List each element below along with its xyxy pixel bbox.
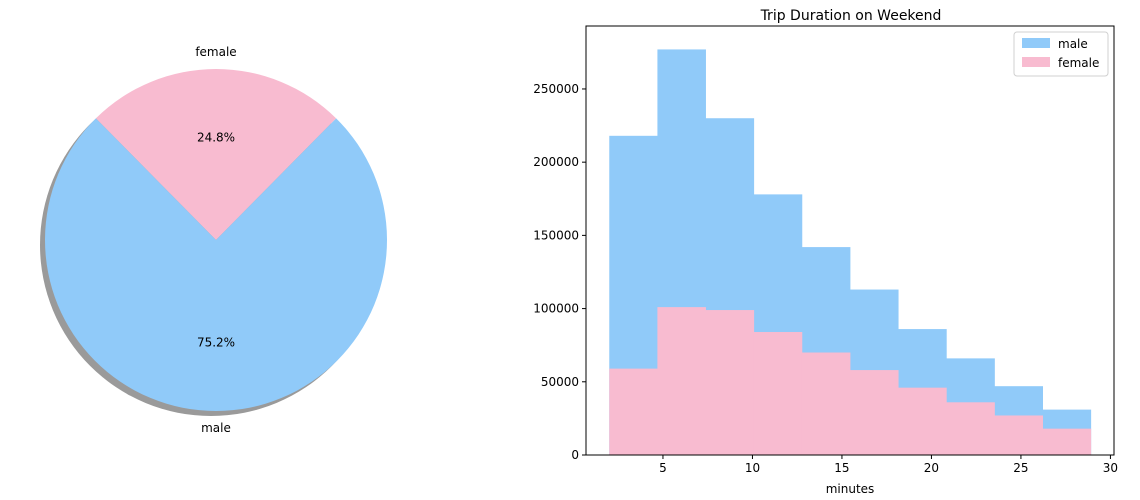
bar-female [705, 310, 755, 455]
x-tick-label: 30 [1103, 461, 1118, 475]
y-tick-label: 100000 [533, 302, 579, 316]
pie-slice-female [95, 69, 337, 240]
x-axis-label: minutes [826, 482, 875, 496]
x-tick-label: 25 [1013, 461, 1028, 475]
y-tick-label: 150000 [533, 228, 579, 242]
legend-label-male: male [1058, 37, 1088, 51]
pie-percent-male: 75.2% [197, 336, 235, 350]
chart-title: Trip Duration on Weekend [760, 8, 942, 24]
bar-female [801, 352, 851, 455]
x-tick-label: 20 [924, 461, 939, 475]
pie-slice-male [44, 118, 387, 412]
legend-label-female: female [1058, 56, 1099, 70]
legend-swatch-male [1022, 38, 1050, 48]
pie-chart: female 24.8% male 75.2% [40, 45, 387, 435]
y-tick-label: 50000 [541, 375, 579, 389]
pie-label-female: female [195, 45, 236, 59]
bar-female [898, 387, 947, 455]
bar-female [609, 368, 658, 455]
legend-swatch-female [1022, 57, 1050, 67]
plot-frame [585, 25, 1115, 456]
series-female [609, 307, 1092, 455]
y-tick-label: 250000 [533, 82, 579, 96]
x-tick-label: 15 [834, 461, 849, 475]
legend: male female [1013, 31, 1109, 77]
x-tick-label: 5 [659, 461, 667, 475]
bar-female [1042, 428, 1092, 455]
bar-female [850, 370, 899, 455]
y-tick-label: 0 [571, 448, 579, 462]
pie-label-male: male [201, 421, 231, 435]
bar-female [657, 307, 706, 455]
pie-percent-female: 24.8% [197, 130, 235, 144]
bar-female [753, 332, 803, 455]
y-tick-label: 200000 [533, 155, 579, 169]
histogram-chart: Trip Duration on Weekend minutes 5 10 15 20… [533, 8, 1118, 496]
bar-female [946, 402, 995, 455]
bar-female [994, 415, 1043, 455]
x-tick-label: 10 [745, 461, 760, 475]
